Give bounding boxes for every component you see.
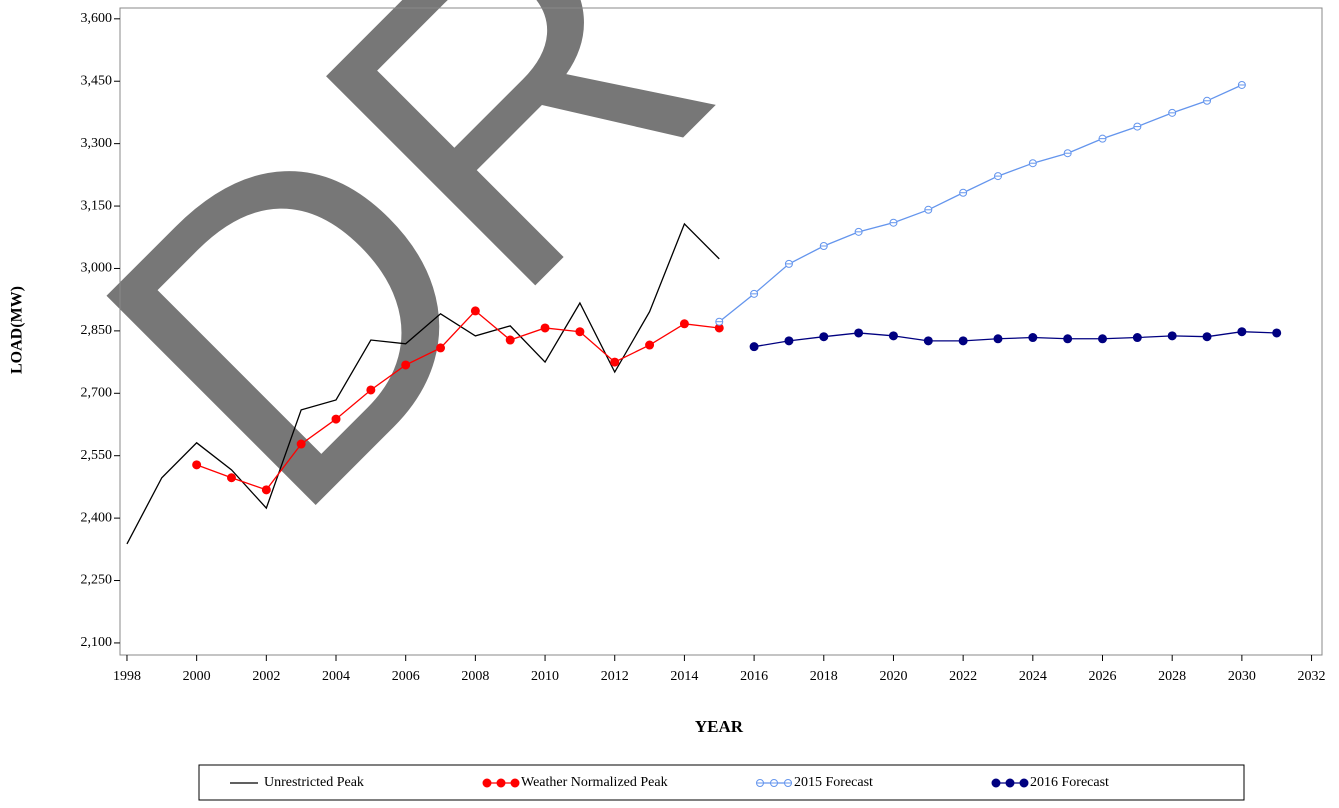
series-line bbox=[196, 310, 720, 491]
legend-label: Unrestricted Peak bbox=[264, 775, 364, 790]
y-tick-label: 2,700 bbox=[81, 386, 113, 401]
y-tick-label: 3,450 bbox=[81, 73, 113, 88]
point bbox=[575, 327, 585, 337]
point bbox=[505, 335, 515, 345]
x-tick-label: 2030 bbox=[1228, 669, 1256, 684]
point bbox=[993, 334, 1003, 344]
legend-marker bbox=[482, 778, 492, 788]
point bbox=[958, 336, 968, 346]
x-tick-label: 2024 bbox=[1019, 669, 1047, 684]
point bbox=[1132, 333, 1142, 343]
x-axis-label: YEAR bbox=[695, 717, 744, 736]
y-axis-label: LOAD(MW) bbox=[9, 286, 26, 374]
x-tick-label: 2000 bbox=[183, 669, 211, 684]
point bbox=[749, 342, 759, 352]
x-tick-label: 2020 bbox=[879, 669, 907, 684]
point bbox=[679, 319, 689, 329]
point bbox=[331, 414, 341, 424]
point bbox=[226, 473, 236, 483]
series-line bbox=[718, 84, 1243, 323]
x-tick-label: 2010 bbox=[531, 669, 559, 684]
point bbox=[1167, 331, 1177, 341]
point bbox=[610, 357, 620, 367]
legend-label: Weather Normalized Peak bbox=[521, 775, 668, 790]
point bbox=[1028, 333, 1038, 343]
point bbox=[540, 323, 550, 333]
point bbox=[888, 331, 898, 341]
y-tick-label: 3,600 bbox=[81, 11, 113, 26]
point bbox=[784, 336, 794, 346]
y-tick-label: 3,000 bbox=[81, 261, 113, 276]
x-tick-label: 2032 bbox=[1298, 669, 1326, 684]
x-tick-label: 2012 bbox=[601, 669, 629, 684]
point bbox=[192, 460, 202, 470]
x-tick-label: 2014 bbox=[670, 669, 698, 684]
legend-label: 2016 Forecast bbox=[1030, 775, 1109, 790]
x-tick-label: 2028 bbox=[1158, 669, 1186, 684]
legend-marker bbox=[1019, 778, 1029, 788]
y-tick-label: 2,850 bbox=[81, 323, 113, 338]
point bbox=[819, 332, 829, 342]
x-tick-label: 2004 bbox=[322, 669, 350, 684]
point bbox=[401, 360, 411, 370]
y-tick-label: 3,300 bbox=[81, 136, 113, 151]
x-tick-label: 2022 bbox=[949, 669, 977, 684]
x-tick-label: 2016 bbox=[740, 669, 768, 684]
series-line bbox=[126, 222, 720, 545]
series-line bbox=[753, 331, 1277, 348]
y-tick-label: 2,550 bbox=[81, 448, 113, 463]
point bbox=[1098, 334, 1108, 344]
legend-marker bbox=[496, 778, 506, 788]
legend-marker bbox=[1005, 778, 1015, 788]
legend-marker bbox=[510, 778, 520, 788]
x-tick-label: 1998 bbox=[113, 669, 141, 684]
point bbox=[1202, 332, 1212, 342]
point bbox=[470, 306, 480, 316]
point bbox=[1237, 327, 1247, 337]
point bbox=[854, 328, 864, 338]
point bbox=[1272, 328, 1282, 338]
point bbox=[436, 343, 446, 353]
point bbox=[261, 485, 271, 495]
point bbox=[645, 340, 655, 350]
legend-box bbox=[198, 764, 1245, 801]
x-tick-label: 2026 bbox=[1089, 669, 1117, 684]
x-tick-label: 2018 bbox=[810, 669, 838, 684]
x-tick-label: 2002 bbox=[252, 669, 280, 684]
legend-label: 2015 Forecast bbox=[794, 775, 873, 790]
point bbox=[1063, 334, 1073, 344]
x-tick-label: 2008 bbox=[461, 669, 489, 684]
watermark: DR bbox=[16, 0, 795, 595]
y-tick-label: 3,150 bbox=[81, 198, 113, 213]
point bbox=[923, 336, 933, 346]
legend-marker bbox=[991, 778, 1001, 788]
x-tick-label: 2006 bbox=[392, 669, 420, 684]
plot-frame bbox=[119, 7, 1323, 656]
y-tick-label: 2,250 bbox=[81, 573, 113, 588]
point bbox=[366, 385, 376, 395]
point bbox=[296, 439, 306, 449]
y-tick-label: 2,100 bbox=[81, 635, 113, 650]
y-tick-label: 2,400 bbox=[81, 510, 113, 525]
